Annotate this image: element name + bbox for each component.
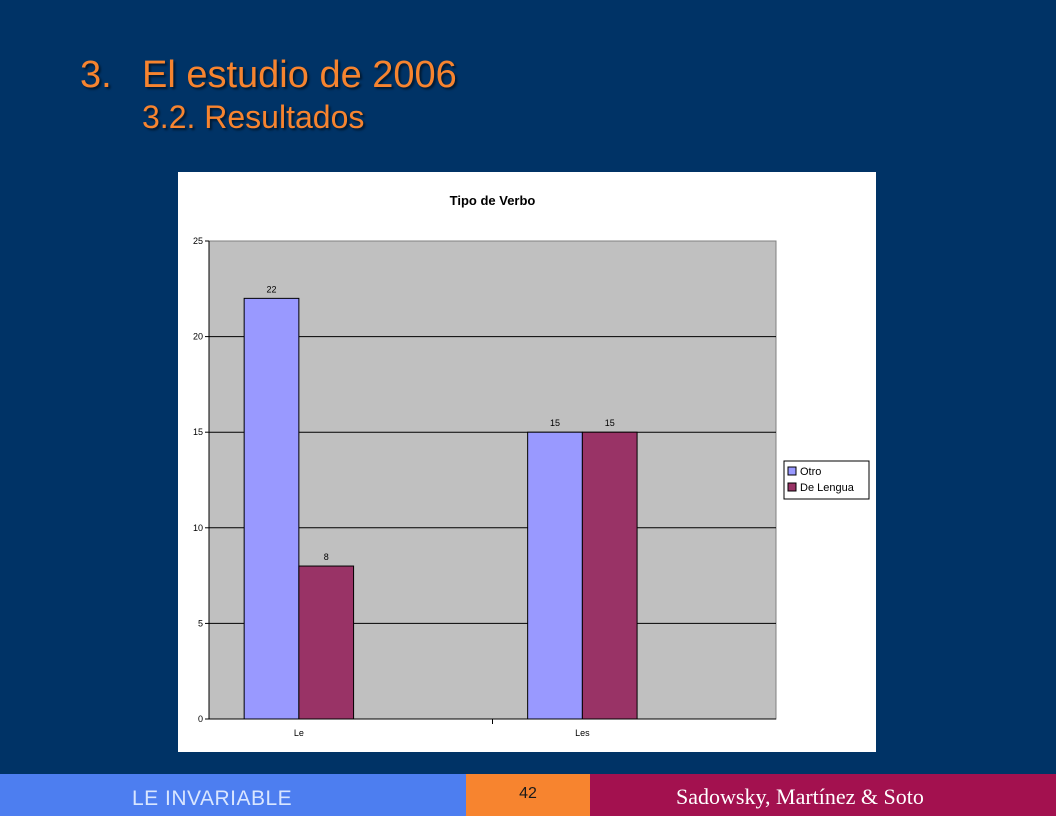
y-tick-label: 15 [193,427,203,437]
data-label: 8 [324,552,329,562]
bar-de-lengua [581,431,638,720]
slide-title-number: 3. [80,54,112,96]
chart-panel: Tipo de Verbo 0 5 10 15 20 25 22 8 Le 15 15 Les Otro D… [178,172,876,752]
slide-title-text: El estudio de 2006 [142,54,457,96]
bar-otro [527,431,583,720]
bar-chart: Tipo de Verbo 0 5 10 15 20 25 22 8 Le 15 15 Les Otro D… [193,193,870,738]
y-tick-label: 10 [193,523,203,533]
x-tick-label: Les [575,728,590,738]
footer-bar: LE INVARIABLE 42 Sadowsky, Martínez & So… [0,774,1056,816]
data-label: 15 [605,418,615,428]
page-number: 42 [519,785,537,802]
legend-swatch-otro [787,466,797,476]
y-tick-label: 0 [198,714,203,724]
data-label: 22 [267,284,277,294]
footer-left-section: LE INVARIABLE [0,774,466,816]
footer-topic-label: LE INVARIABLE [132,787,293,810]
y-tick-label: 25 [193,236,203,246]
slide-title: 3. El estudio de 2006 [80,52,457,98]
y-tick-label: 20 [193,332,203,342]
legend-box [783,460,870,500]
x-tick-label: Le [294,728,304,738]
legend-label: De Lengua [800,482,855,494]
footer-page-section: 42 [466,774,590,816]
slide-title-block: 3. El estudio de 2006 3.2. Resultados [80,52,457,136]
footer-right-section: Sadowsky, Martínez & Soto [590,774,1056,816]
footer-authors: Sadowsky, Martínez & Soto [676,784,924,809]
legend-swatch-de-lengua [787,482,797,492]
bar-otro [243,297,300,720]
legend-label: Otro [800,466,821,478]
slide-subtitle: 3.2. Resultados [142,99,365,135]
chart-title: Tipo de Verbo [450,193,536,208]
bar-de-lengua [298,565,355,720]
y-tick-label: 5 [198,618,203,628]
data-label: 15 [550,418,560,428]
